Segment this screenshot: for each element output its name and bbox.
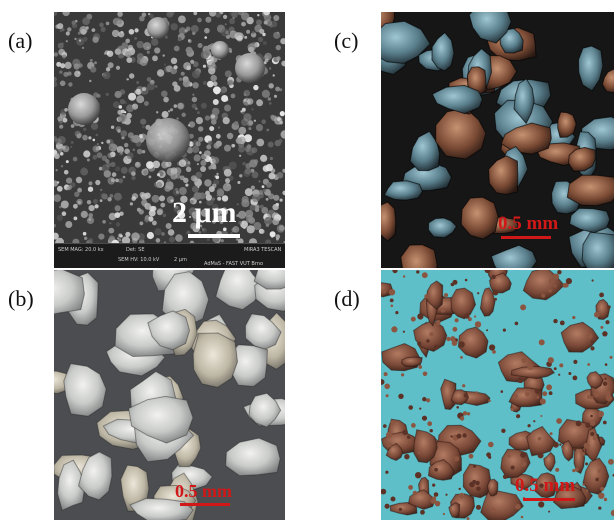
sem-brand-text: MIRA3 TESCAN [244,247,282,253]
scale-bar-a [188,234,240,238]
sem-det-text: Det: SE [126,247,145,253]
scale-bar-label-c: 0.5 mm [498,213,559,234]
scale-bar-label-d: 0.5 mm [515,475,576,496]
sem-micrograph [54,12,285,268]
sem-scale-text: 2 μm [174,257,187,263]
scale-bar-d [523,498,575,501]
scale-bar-b [180,503,230,506]
scale-bar-label-a: 2 μm [172,196,237,229]
blue-coated-grains-photo [381,12,614,268]
sem-info-bar: SEM MAG: 20.0 kx Det: SE SEM HV: 10.0 kV… [54,243,285,268]
sem-image-panel-a: 2 μm SEM MAG: 20.0 kx Det: SE SEM HV: 10… [54,12,285,268]
panel-label-c: (c) [334,28,359,53]
scale-bar-c [501,236,551,239]
sand-image-panel-b: 0.5 mm [54,270,285,520]
quartz-grains-photo [54,270,285,520]
panel-label-d: (d) [334,286,360,311]
sem-mag-text: SEM MAG: 20.0 kx [58,247,104,253]
sem-hv-text: SEM HV: 10.0 kV [118,257,160,263]
sem-lab-text: AdMaS - FAST VUT Brno [204,261,264,267]
scale-bar-label-b: 0.5 mm [175,481,232,501]
powder-image-panel-d: 0.5 mm [381,270,614,520]
panel-label-a: (a) [8,28,33,53]
coated-grains-panel-c: 0.5 mm [381,12,614,268]
panel-label-b: (b) [8,286,34,311]
brown-aggregates-photo [381,270,614,520]
